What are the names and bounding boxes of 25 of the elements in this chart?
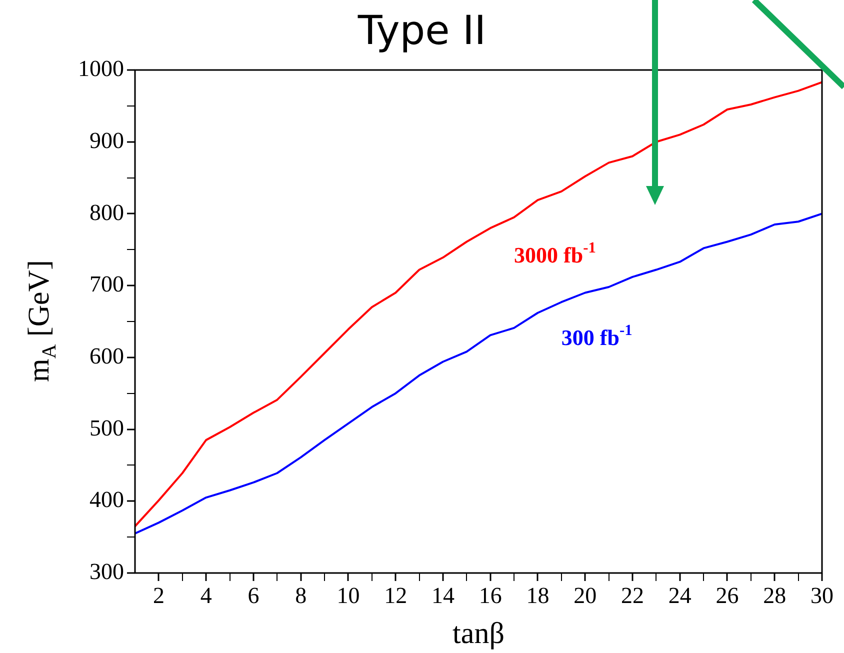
y-tick-label: 800 bbox=[90, 200, 124, 225]
y-tick-label: 600 bbox=[90, 343, 124, 368]
y-tick-label: 300 bbox=[90, 559, 124, 584]
x-tick-label: 10 bbox=[336, 582, 360, 608]
y-tick-label: 500 bbox=[90, 415, 124, 440]
x-tick-label: 24 bbox=[668, 582, 692, 608]
x-tick-label: 20 bbox=[574, 582, 597, 608]
x-axis-title: tanβ bbox=[452, 616, 504, 650]
y-tick-label: 1000 bbox=[78, 56, 124, 82]
x-tick-label: 26 bbox=[716, 582, 739, 608]
x-tick-label: 2 bbox=[152, 582, 164, 608]
x-tick-label: 22 bbox=[620, 582, 644, 608]
x-tick-label: 30 bbox=[810, 582, 834, 608]
y-tick-label: 900 bbox=[90, 128, 124, 153]
x-tick-label: 28 bbox=[763, 582, 786, 608]
x-tick-label: 16 bbox=[478, 582, 502, 608]
chart-title: Type II bbox=[356, 8, 488, 54]
y-tick-label: 700 bbox=[90, 272, 124, 297]
x-tick-label: 14 bbox=[431, 582, 455, 608]
x-tick-label: 4 bbox=[200, 582, 212, 608]
x-tick-label: 6 bbox=[248, 582, 260, 608]
x-tick-label: 18 bbox=[526, 582, 550, 608]
y-tick-label: 400 bbox=[90, 487, 124, 512]
x-tick-label: 8 bbox=[295, 582, 307, 608]
x-tick-label: 12 bbox=[384, 582, 408, 608]
